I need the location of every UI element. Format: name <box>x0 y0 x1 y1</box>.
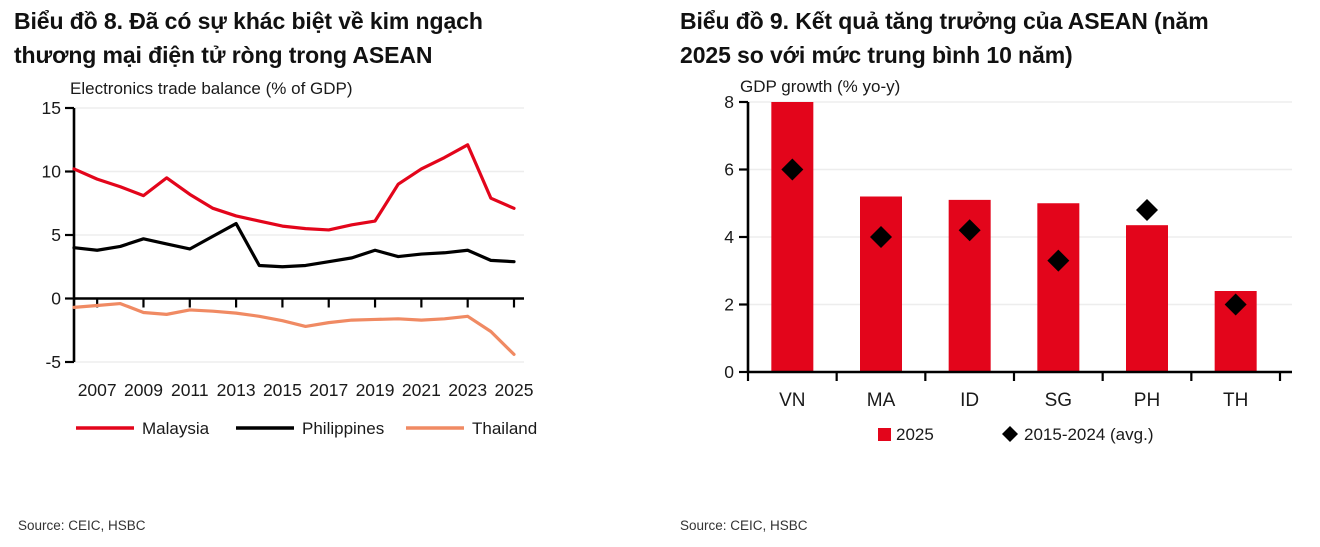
avg-marker-ma <box>870 226 892 248</box>
y-tick-label: 0 <box>724 362 734 382</box>
legend-group: 2025 2015-2024 (avg.) <box>878 425 1153 444</box>
x-tick-label: 2015 <box>263 380 302 400</box>
gridlines-group <box>748 101 1292 306</box>
x-tick-label: 2009 <box>124 380 163 400</box>
x-tick-label: 2019 <box>356 380 395 400</box>
y-tick-label: 4 <box>724 227 734 247</box>
x-ticks-group <box>746 372 1282 381</box>
figure-9-panel: Biểu đồ 9. Kết quả tăng trưởng của ASEAN… <box>670 0 1320 547</box>
category-label-id: ID <box>960 390 979 411</box>
y-ticks-group <box>739 100 748 374</box>
y-tick-label: 2 <box>724 295 734 315</box>
figure-8-title: Biểu đồ 8. Đã có sự khác biệt về kim ngạ… <box>14 8 483 68</box>
line-chart-svg: Electronics trade balance (% of GDP) -5 0… <box>42 79 538 438</box>
x-tick-label: 2025 <box>495 380 534 400</box>
y-tick-label: 6 <box>724 160 734 180</box>
bar-ph <box>1126 225 1168 372</box>
y-tick-labels-group: 0 2 4 6 8 <box>724 92 734 382</box>
bar-vn <box>771 102 814 372</box>
series-lines-group <box>72 143 516 356</box>
legend-swatch-2025 <box>878 428 891 441</box>
category-label-ma: MA <box>867 390 896 411</box>
chart-title-gdp-growth: GDP growth (% yo-y) <box>740 77 900 96</box>
x-tick-label: 2013 <box>217 380 256 400</box>
avg-marker-sg <box>1047 249 1070 272</box>
bar-ma <box>860 196 902 372</box>
series-line-philippines <box>72 221 516 269</box>
x-tick-label: 2021 <box>402 380 441 400</box>
avg-marker-vn <box>781 158 804 181</box>
x-tick-label: 2011 <box>171 380 209 400</box>
category-label-ph: PH <box>1134 390 1160 411</box>
avg-markers-group <box>781 158 1247 316</box>
figure-9-title: Biểu đồ 9. Kết quả tăng trưởng của ASEAN… <box>680 8 1209 68</box>
avg-marker-th <box>1224 293 1247 316</box>
y-tick-label: 5 <box>51 225 61 245</box>
series-line-thailand <box>72 301 516 356</box>
x-tick-label: 2023 <box>448 380 487 400</box>
y-tick-label: 10 <box>42 162 62 182</box>
category-labels-group: VN MA ID SG PH TH <box>779 390 1248 411</box>
figure-8-panel: Biểu đồ 8. Đã có sự khác biệt về kim ngạ… <box>14 8 670 533</box>
avg-marker-ph <box>1136 199 1158 221</box>
legend-label-philippines: Philippines <box>302 419 384 438</box>
y-tick-labels-group: -5 0 5 10 15 <box>42 98 62 372</box>
y-tick-label: 0 <box>51 289 61 309</box>
category-label-sg: SG <box>1045 390 1072 411</box>
y-tick-label: 15 <box>42 98 61 118</box>
y-tick-label: 8 <box>724 92 734 112</box>
legend-group: Malaysia Philippines Thailand <box>76 419 537 438</box>
category-label-vn: VN <box>779 390 805 411</box>
avg-marker-id <box>958 219 981 242</box>
electronics-trade-balance-chart: Electronics trade balance (% of GDP) -5 0… <box>14 72 670 462</box>
legend-label-2025: 2025 <box>896 425 934 444</box>
x-tick-labels-group: 2007 2009 2011 2013 2015 2017 2019 2021 2023 2025 <box>78 380 534 400</box>
asean-gdp-growth-chart: GDP growth (% yo-y) 0 2 4 6 8 VN MA ID SG PH TH 2… <box>680 72 1320 462</box>
legend-swatch-avg <box>1002 426 1018 442</box>
figure-8-source: Source: CEIC, HSBC <box>18 518 146 533</box>
bar-sg <box>1037 203 1080 372</box>
bar-chart-svg: GDP growth (% yo-y) 0 2 4 6 8 VN MA ID SG PH TH 2… <box>724 77 1292 444</box>
y-tick-label: -5 <box>45 352 61 372</box>
x-tick-label: 2017 <box>309 380 348 400</box>
series-line-malaysia <box>72 143 516 232</box>
x-ticks-group <box>96 298 516 308</box>
chart-title-electronics: Electronics trade balance (% of GDP) <box>70 79 353 98</box>
legend-label-thailand: Thailand <box>472 419 537 438</box>
legend-label-avg: 2015-2024 (avg.) <box>1024 425 1153 444</box>
category-label-th: TH <box>1223 390 1248 411</box>
x-tick-label: 2007 <box>78 380 117 400</box>
y-ticks-group <box>65 106 74 364</box>
figure-9-source: Source: CEIC, HSBC <box>680 518 808 533</box>
legend-label-malaysia: Malaysia <box>142 419 210 438</box>
